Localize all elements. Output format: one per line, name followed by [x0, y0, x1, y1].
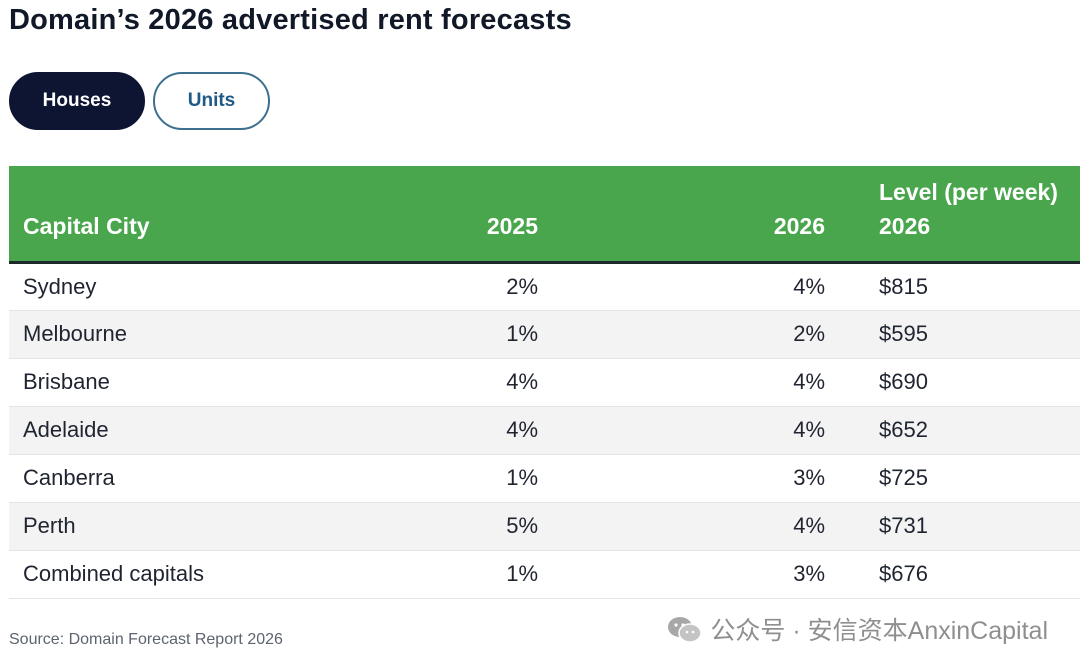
cell-2025: 4% [383, 406, 554, 455]
header-2025: 2025 [383, 166, 554, 264]
cell-level: $815 [841, 262, 1080, 311]
header-level-line2: 2026 [879, 212, 931, 239]
cell-city: Adelaide [9, 406, 383, 455]
table-row: Sydney 2% 4% $815 [9, 262, 1080, 311]
table-row: Combined capitals 1% 3% $676 [9, 550, 1080, 599]
cell-2026: 4% [554, 406, 841, 455]
cell-level: $676 [841, 550, 1080, 599]
table-header-row: Capital City 2025 2026 Level (per week) … [9, 166, 1080, 264]
table-row: Brisbane 4% 4% $690 [9, 358, 1080, 407]
forecast-table-container: Capital City 2025 2026 Level (per week) … [9, 166, 1080, 599]
page-title: Domain’s 2026 advertised rent forecasts [9, 4, 572, 36]
watermark-text: 公众号 · 安信资本AnxinCapital [710, 617, 1048, 645]
table-body: Sydney 2% 4% $815 Melbourne 1% 2% $595 B… [9, 262, 1080, 599]
cell-2026: 4% [554, 502, 841, 551]
cell-city: Sydney [9, 262, 383, 311]
cell-2026: 4% [554, 262, 841, 311]
table-row: Adelaide 4% 4% $652 [9, 406, 1080, 455]
cell-2025: 1% [383, 310, 554, 359]
cell-2025: 1% [383, 454, 554, 503]
table-row: Perth 5% 4% $731 [9, 502, 1080, 551]
cell-level: $652 [841, 406, 1080, 455]
tab-group: Houses Units [9, 72, 270, 130]
cell-2026: 4% [554, 358, 841, 407]
header-2026: 2026 [554, 166, 841, 264]
cell-city: Melbourne [9, 310, 383, 359]
watermark: 公众号 · 安信资本AnxinCapital [666, 611, 1048, 647]
tab-units[interactable]: Units [153, 72, 270, 130]
table-row: Melbourne 1% 2% $595 [9, 310, 1080, 359]
cell-2025: 2% [383, 262, 554, 311]
header-capital-city: Capital City [9, 166, 383, 264]
cell-city: Perth [9, 502, 383, 551]
cell-level: $731 [841, 502, 1080, 551]
cell-city: Combined capitals [9, 550, 383, 599]
cell-2025: 4% [383, 358, 554, 407]
cell-city: Canberra [9, 454, 383, 503]
wechat-icon [666, 614, 703, 644]
forecast-table: Capital City 2025 2026 Level (per week) … [9, 166, 1080, 599]
header-level-per-week: Level (per week) 2026 [841, 166, 1080, 264]
cell-level: $595 [841, 310, 1080, 359]
cell-2026: 2% [554, 310, 841, 359]
cell-2026: 3% [554, 454, 841, 503]
table-header: Capital City 2025 2026 Level (per week) … [9, 166, 1080, 264]
source-note: Source: Domain Forecast Report 2026 [9, 631, 283, 648]
header-level-line1: Level (per week) [879, 178, 1058, 205]
cell-city: Brisbane [9, 358, 383, 407]
cell-2025: 5% [383, 502, 554, 551]
cell-level: $725 [841, 454, 1080, 503]
cell-2026: 3% [554, 550, 841, 599]
cell-2025: 1% [383, 550, 554, 599]
cell-level: $690 [841, 358, 1080, 407]
table-row: Canberra 1% 3% $725 [9, 454, 1080, 503]
tab-houses[interactable]: Houses [9, 72, 145, 130]
